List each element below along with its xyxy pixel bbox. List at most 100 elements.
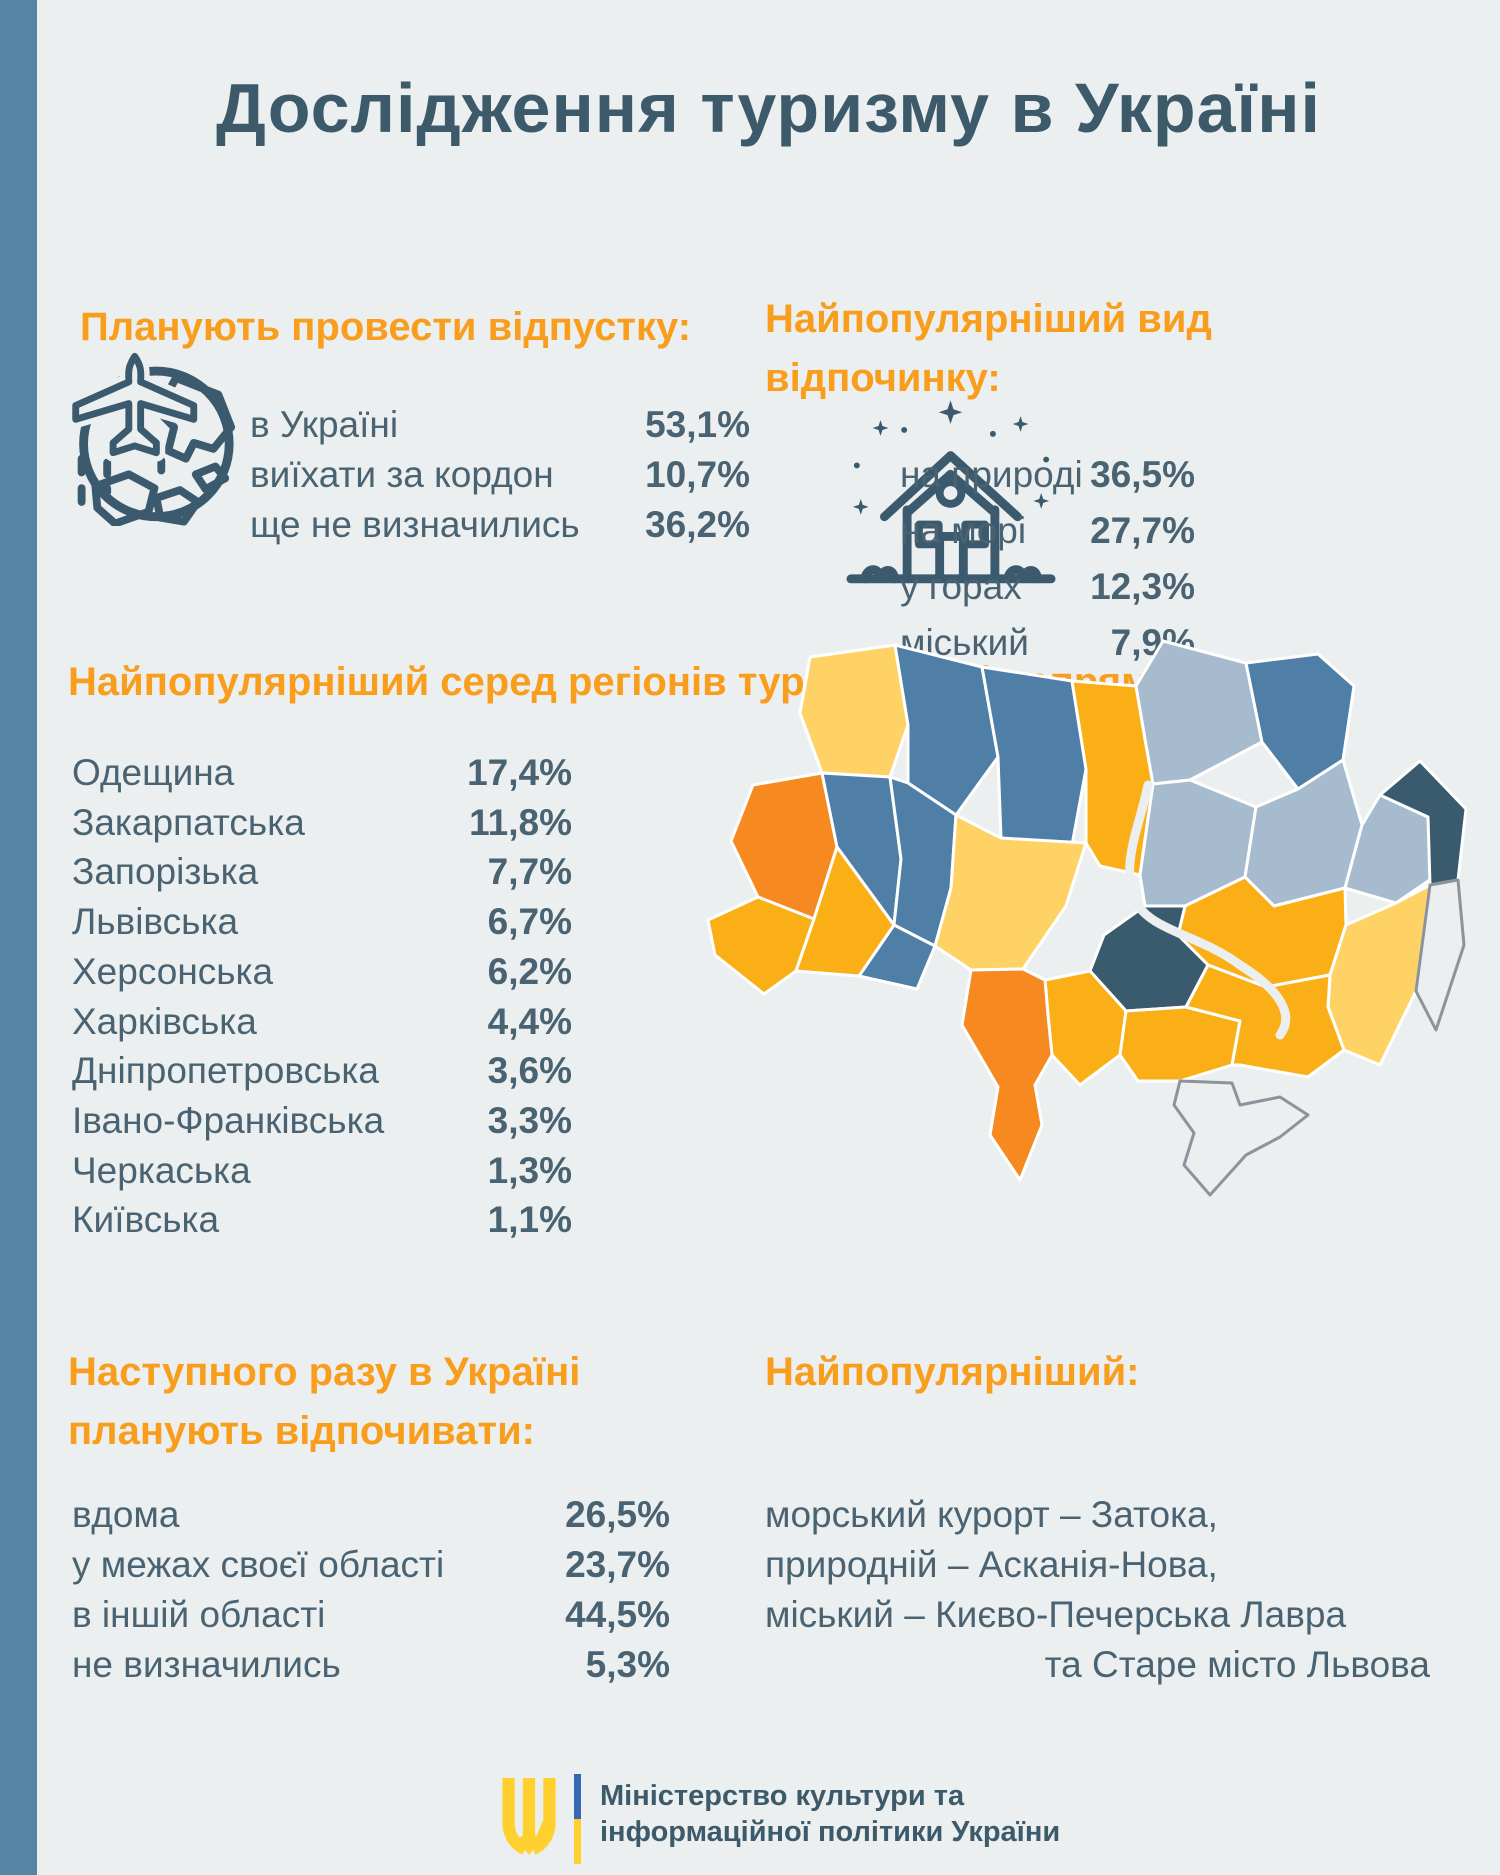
region-row: Дніпропетровська 3,6% [72,1046,572,1096]
page-title: Дослідження туризму в Україні [216,69,1321,147]
list-item: в Україні 53,1% [250,400,750,450]
ukraine-choropleth-map [680,635,1470,1255]
region-name: Черкаська [72,1149,251,1191]
map-region-zakarpatska [706,895,816,996]
item-value: 23,7% [565,1544,670,1585]
most-popular-lines: морський курорт – Затока, природній – Ас… [765,1490,1460,1690]
region-row: Львівська 6,7% [72,897,572,947]
region-name: Запорізька [72,851,259,893]
next-time-list: вдома 26,5% у межах своєї області 23,7% … [72,1490,670,1690]
region-name: Дніпропетровська [72,1050,379,1092]
next-time-heading: Наступного разу в Україні планують відпо… [68,1343,580,1461]
most-popular-line: морський курорт – Затока, [765,1494,1218,1535]
region-row: Запорізька 7,7% [72,847,572,897]
item-value: 27,7% [1090,510,1195,551]
region-row: Харківська 4,4% [72,997,572,1047]
item-label: не визначились [72,1644,341,1685]
region-value: 1,1% [487,1199,572,1241]
region-value: 1,3% [487,1149,572,1191]
map-region-crimea [1172,1079,1310,1197]
sparkle-stars [852,400,1050,515]
map-region-ivano-frankivska [794,845,896,978]
item-value: 10,7% [645,454,750,495]
region-row: Одещина 17,4% [72,748,572,798]
item-label: виїхати за кордон [250,454,554,495]
item-value: 12,3% [1090,566,1195,607]
most-popular-line: міський – Києво-Печерська Лавра [765,1594,1347,1635]
map-region-volynska [798,643,910,779]
most-popular-line: природній – Асканія-Нова, [765,1544,1218,1585]
ministry-caption-line2: інформаційної політики України [600,1816,1061,1848]
item-value: 53,1% [645,404,750,445]
region-name: Київська [72,1199,220,1241]
region-name: Львівська [72,901,239,943]
item-label: на природі [900,454,1083,495]
region-value: 4,4% [487,1000,572,1042]
region-name: Харківська [72,1000,257,1042]
ministry-caption: Міністерство культури та інформаційної п… [600,1778,1060,1850]
region-name: Херсонська [72,950,274,992]
region-value: 17,4% [467,752,572,793]
regions-list: Одещина 17,4% Закарпатська 11,8% Запоріз… [72,748,572,1245]
rest-type-heading-line2: відпочинку: [765,356,1001,400]
item-value: 44,5% [565,1594,670,1635]
item-label: в Україні [250,404,399,445]
region-value: 11,8% [469,801,572,843]
list-item: ще не визначились 36,2% [250,500,750,550]
list-item: в іншій області 44,5% [72,1590,670,1640]
map-region-khersonska [1118,1005,1242,1083]
left-accent-bar [0,0,37,1875]
rest-type-list: на природі 36,5% на морі 27,7% у горах 1… [900,447,1195,671]
vacation-plans-list: в Україні 53,1% виїхати за кордон 10,7% … [250,400,750,550]
flag-bar-yellow [574,1819,581,1864]
region-value: 3,6% [487,1050,572,1092]
globe-airplane-icon [58,348,240,526]
list-item: на природі 36,5% [900,447,1195,503]
next-time-heading-line1: Наступного разу в Україні [68,1350,581,1394]
list-item: виїхати за кордон 10,7% [250,450,750,500]
region-row: Черкаська 1,3% [72,1146,572,1196]
region-value: 6,2% [487,950,572,992]
region-row: Київська 1,1% [72,1195,572,1245]
list-item: на морі 27,7% [900,503,1195,559]
vacation-plans-heading: Планують провести відпустку: [80,305,692,349]
list-item: у межах своєї області 23,7% [72,1540,670,1590]
house-icon [845,398,1057,596]
most-popular-heading: Найпопулярніший: [765,1350,1140,1394]
item-label: на морі [900,510,1027,551]
item-label: у межах своєї області [72,1544,445,1585]
list-item: вдома 26,5% [72,1490,670,1540]
item-value: 36,5% [1090,454,1195,495]
map-region-zhytomyrska [980,665,1088,847]
item-label: ще не визначились [250,504,580,545]
region-row: Закарпатська 11,8% [72,798,572,848]
most-popular-line: та Старе місто Львова [1044,1644,1430,1685]
region-row: Херсонська 6,2% [72,947,572,997]
trident-icon [498,1776,560,1866]
item-value: 5,3% [585,1644,670,1685]
rest-type-heading-line1: Найпопулярніший вид [765,297,1212,341]
map-region-odeska [960,967,1054,1182]
map-dnieper-river [1125,780,1291,1040]
item-label: в іншій області [72,1594,326,1635]
item-value: 36,2% [645,504,750,545]
region-value: 7,7% [487,851,572,893]
map-region-chernihivska [1134,639,1264,786]
map-region-east-occupied-strip [1414,878,1466,1032]
rest-type-heading: Найпопулярніший вид відпочинку: [765,290,1212,408]
item-value: 26,5% [565,1494,670,1535]
item-label: вдома [72,1494,180,1535]
region-row: Івано-Франківська 3,3% [72,1096,572,1146]
region-value: 3,3% [487,1099,572,1141]
item-label: у горах [900,566,1022,607]
flag-divider-bar [574,1774,581,1864]
region-value: 6,7% [487,901,572,943]
next-time-heading-line2: планують відпочивати: [68,1409,535,1453]
region-name: Одещина [72,752,235,793]
ukraine-map-svg [706,639,1468,1197]
ministry-caption-line1: Міністерство культури та [600,1780,965,1812]
region-name: Івано-Франківська [72,1099,385,1141]
list-item: у горах 12,3% [900,559,1195,615]
list-item: не визначились 5,3% [72,1640,670,1690]
map-region-zaporizka [1184,963,1346,1079]
